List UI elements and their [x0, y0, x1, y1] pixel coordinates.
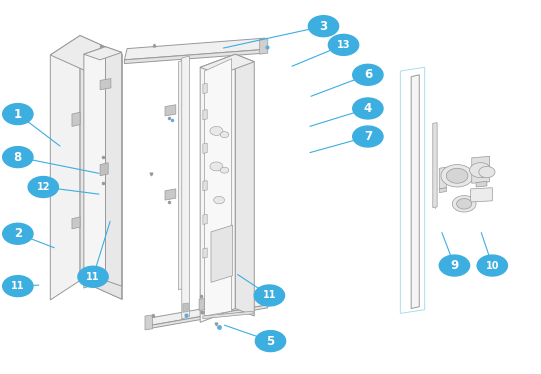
- Polygon shape: [203, 83, 207, 94]
- Polygon shape: [100, 163, 108, 176]
- Polygon shape: [216, 232, 227, 239]
- Polygon shape: [203, 181, 207, 191]
- Text: 11: 11: [263, 291, 276, 300]
- Polygon shape: [211, 225, 233, 282]
- Polygon shape: [84, 47, 122, 60]
- Polygon shape: [214, 196, 225, 204]
- Circle shape: [439, 255, 470, 276]
- Polygon shape: [84, 47, 105, 288]
- Polygon shape: [470, 163, 491, 178]
- Polygon shape: [203, 248, 207, 258]
- Polygon shape: [452, 196, 476, 212]
- Polygon shape: [146, 305, 268, 329]
- Polygon shape: [165, 189, 176, 200]
- Polygon shape: [220, 167, 229, 173]
- Polygon shape: [235, 54, 254, 316]
- Circle shape: [477, 255, 507, 276]
- Polygon shape: [100, 79, 111, 90]
- Polygon shape: [439, 188, 446, 193]
- Polygon shape: [200, 54, 235, 322]
- Circle shape: [3, 223, 33, 244]
- Polygon shape: [260, 38, 268, 54]
- Polygon shape: [72, 112, 80, 126]
- Polygon shape: [220, 132, 229, 138]
- Polygon shape: [165, 105, 176, 116]
- Polygon shape: [72, 217, 80, 229]
- Polygon shape: [210, 126, 223, 135]
- Polygon shape: [146, 297, 268, 326]
- Polygon shape: [80, 54, 122, 299]
- Polygon shape: [441, 165, 473, 187]
- Polygon shape: [476, 181, 487, 187]
- Polygon shape: [204, 59, 232, 316]
- Text: 1: 1: [14, 108, 22, 120]
- Text: 3: 3: [319, 20, 328, 33]
- Circle shape: [28, 177, 58, 197]
- Polygon shape: [471, 188, 492, 202]
- Text: 11: 11: [87, 272, 100, 282]
- Polygon shape: [210, 162, 223, 171]
- Polygon shape: [203, 110, 207, 120]
- Polygon shape: [220, 264, 229, 270]
- Polygon shape: [145, 315, 153, 330]
- Circle shape: [328, 34, 359, 55]
- Circle shape: [353, 126, 383, 147]
- Text: 13: 13: [337, 40, 350, 50]
- Text: 7: 7: [364, 130, 372, 143]
- Polygon shape: [433, 123, 437, 208]
- Text: 11: 11: [11, 281, 24, 291]
- Circle shape: [353, 64, 383, 85]
- Polygon shape: [203, 214, 207, 224]
- Polygon shape: [199, 298, 204, 310]
- Polygon shape: [446, 168, 468, 183]
- Polygon shape: [203, 143, 207, 153]
- Polygon shape: [439, 167, 446, 189]
- Polygon shape: [411, 75, 419, 309]
- Text: 4: 4: [364, 102, 372, 115]
- Text: 9: 9: [450, 259, 459, 272]
- Polygon shape: [183, 303, 188, 312]
- Circle shape: [3, 276, 33, 297]
- Circle shape: [78, 266, 108, 287]
- Circle shape: [353, 98, 383, 119]
- Polygon shape: [203, 311, 253, 319]
- Polygon shape: [479, 166, 495, 178]
- Polygon shape: [105, 47, 122, 286]
- Circle shape: [255, 331, 286, 352]
- Text: 10: 10: [486, 261, 499, 270]
- Text: 6: 6: [364, 68, 372, 81]
- Circle shape: [308, 16, 339, 37]
- Polygon shape: [124, 38, 265, 60]
- Text: 8: 8: [14, 151, 22, 163]
- Polygon shape: [200, 54, 254, 75]
- Text: 2: 2: [14, 227, 22, 240]
- Circle shape: [254, 285, 285, 306]
- Polygon shape: [179, 60, 185, 290]
- Polygon shape: [50, 36, 80, 300]
- Polygon shape: [50, 36, 122, 74]
- Circle shape: [3, 104, 33, 125]
- Text: 5: 5: [266, 335, 275, 347]
- Text: 12: 12: [37, 182, 50, 192]
- Polygon shape: [472, 156, 490, 183]
- Polygon shape: [124, 49, 265, 64]
- Polygon shape: [457, 199, 472, 209]
- Polygon shape: [182, 56, 189, 319]
- Circle shape: [3, 147, 33, 168]
- Polygon shape: [80, 36, 122, 299]
